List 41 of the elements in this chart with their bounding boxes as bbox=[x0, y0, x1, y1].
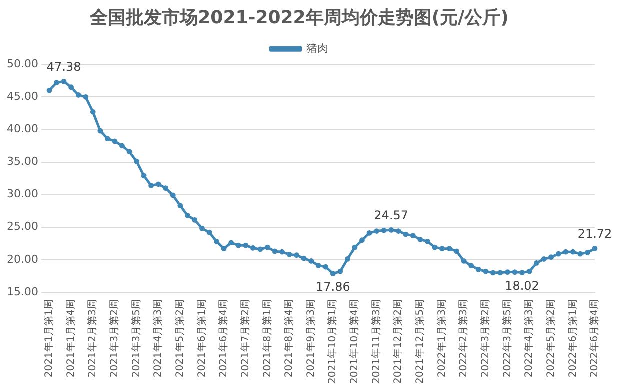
x-tick-label: 2021年8月第1周 bbox=[261, 299, 274, 378]
x-tick-label: 2022年5月第2周 bbox=[544, 299, 557, 378]
x-tick-label: 2021年1月第4周 bbox=[64, 299, 77, 378]
y-tick-label: 40.00 bbox=[6, 122, 38, 136]
x-tick-label: 2021年6月第1周 bbox=[196, 299, 208, 378]
x-tick-label: 2021年12月第2周 bbox=[392, 299, 404, 384]
x-tick-label: 2021年4月第3周 bbox=[152, 299, 164, 378]
x-tick-label: 2022年3月第2周 bbox=[479, 299, 492, 378]
x-tick-label: 2022年3月第5周 bbox=[501, 299, 514, 378]
x-tick-label: 2021年10月第1周 bbox=[326, 299, 339, 384]
data-label: 21.72 bbox=[578, 226, 612, 241]
data-label: 47.38 bbox=[46, 60, 82, 74]
x-tick-label: 2021年8月第4周 bbox=[283, 299, 296, 378]
x-tick-label: 2021年12月第5周 bbox=[414, 299, 426, 384]
x-tick-label: 2021年5月第2周 bbox=[174, 299, 186, 378]
x-tick-label: 2021年6月第4周 bbox=[218, 299, 230, 378]
x-tick-label: 2022年4月第3周 bbox=[523, 299, 536, 378]
x-tick-label: 2021年3月第5周 bbox=[130, 299, 142, 378]
data-label: 18.02 bbox=[505, 278, 540, 293]
x-tick-label: 2022年1月第3周 bbox=[436, 299, 448, 378]
x-tick-label: 2021年2月第3周 bbox=[86, 299, 99, 378]
y-tick-label: 45.00 bbox=[6, 90, 38, 104]
y-tick-label: 50.00 bbox=[6, 57, 38, 70]
x-tick-label: 2021年11月第3周 bbox=[370, 299, 382, 384]
x-tick-label: 2021年7月第2周 bbox=[239, 299, 252, 378]
y-tick-label: 15.00 bbox=[6, 285, 38, 298]
x-tick-label: 2022年6月第4周 bbox=[588, 299, 601, 378]
legend-label: 猪肉 bbox=[306, 42, 328, 55]
x-tick-label: 2022年6月第1周 bbox=[566, 299, 579, 378]
x-tick-label: 2021年1月第1周 bbox=[43, 299, 56, 378]
chart-title: 全国批发市场2021-2022年周均价走势图(元/公斤) bbox=[89, 7, 509, 28]
y-tick-label: 35.00 bbox=[6, 155, 38, 168]
y-tick-label: 30.00 bbox=[6, 188, 38, 201]
x-tick-label: 2021年3月第2周 bbox=[108, 299, 121, 378]
data-label: 17.86 bbox=[316, 280, 350, 294]
x-tick-label: 2021年10月第4周 bbox=[348, 299, 361, 384]
x-tick-label: 2022年2月第3周 bbox=[458, 299, 470, 378]
x-tick-label: 2021年9月第3周 bbox=[304, 299, 317, 378]
data-label: 24.57 bbox=[374, 208, 409, 222]
y-tick-label: 25.00 bbox=[6, 220, 38, 234]
y-tick-label: 20.00 bbox=[6, 252, 38, 266]
